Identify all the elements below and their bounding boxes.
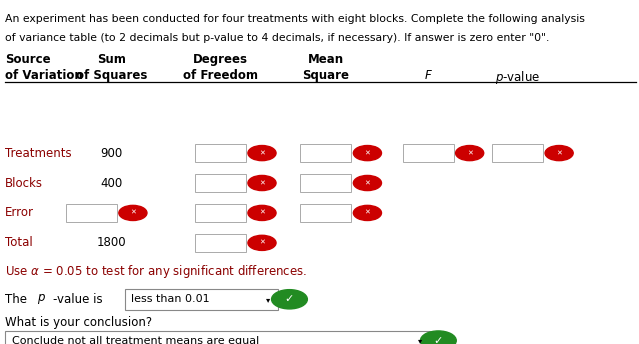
FancyBboxPatch shape	[492, 144, 543, 162]
FancyBboxPatch shape	[195, 144, 246, 162]
Text: $\mathit{p}$-value: $\mathit{p}$-value	[495, 69, 540, 86]
Circle shape	[353, 205, 381, 221]
FancyBboxPatch shape	[195, 174, 246, 192]
Text: Conclude not all treatment means are equal: Conclude not all treatment means are equ…	[12, 335, 259, 344]
Text: Mean: Mean	[308, 53, 344, 66]
Circle shape	[248, 146, 276, 161]
FancyBboxPatch shape	[195, 204, 246, 222]
Circle shape	[353, 175, 381, 191]
Text: Use $\alpha$ = 0.05 to test for any significant differences.: Use $\alpha$ = 0.05 to test for any sign…	[5, 263, 307, 280]
FancyBboxPatch shape	[300, 144, 351, 162]
Text: of Variation: of Variation	[5, 69, 83, 82]
Text: Error: Error	[5, 206, 34, 219]
Text: ✕: ✕	[466, 150, 473, 156]
Text: Treatments: Treatments	[5, 147, 72, 160]
Circle shape	[456, 146, 484, 161]
Text: Degrees: Degrees	[193, 53, 248, 66]
Text: 900: 900	[101, 147, 123, 160]
Text: ✕: ✕	[364, 210, 371, 216]
FancyBboxPatch shape	[300, 174, 351, 192]
Text: An experiment has been conducted for four treatments with eight blocks. Complete: An experiment has been conducted for fou…	[5, 14, 585, 24]
Text: ✓: ✓	[434, 335, 443, 344]
Circle shape	[248, 175, 276, 191]
Text: 1800: 1800	[97, 236, 127, 249]
Text: Total: Total	[5, 236, 33, 249]
Circle shape	[272, 290, 307, 309]
FancyBboxPatch shape	[5, 331, 430, 344]
Text: Blocks: Blocks	[5, 176, 43, 190]
Circle shape	[353, 146, 381, 161]
Text: less than 0.01: less than 0.01	[131, 294, 210, 304]
Text: ✓: ✓	[285, 294, 294, 304]
FancyBboxPatch shape	[125, 289, 278, 310]
FancyBboxPatch shape	[403, 144, 454, 162]
Text: ▾: ▾	[266, 295, 270, 304]
Text: of Freedom: of Freedom	[183, 69, 258, 82]
Circle shape	[248, 235, 276, 250]
Text: What is your conclusion?: What is your conclusion?	[5, 316, 152, 329]
Text: The: The	[5, 293, 31, 306]
Text: $\mathit{p}$: $\mathit{p}$	[37, 292, 46, 306]
Text: ✕: ✕	[364, 150, 371, 156]
Text: ▾: ▾	[419, 336, 422, 344]
FancyBboxPatch shape	[195, 234, 246, 252]
Circle shape	[545, 146, 573, 161]
Text: of variance table (to 2 decimals but p-value to 4 decimals, if necessary). If an: of variance table (to 2 decimals but p-v…	[5, 33, 550, 43]
Text: Square: Square	[302, 69, 350, 82]
Text: of Squares: of Squares	[76, 69, 148, 82]
Text: -value is: -value is	[53, 293, 103, 306]
Text: 400: 400	[101, 176, 123, 190]
Text: ✕: ✕	[259, 150, 265, 156]
Text: Sum: Sum	[97, 53, 127, 66]
Circle shape	[119, 205, 147, 221]
Text: $\mathit{F}$: $\mathit{F}$	[424, 69, 433, 82]
Text: Source: Source	[5, 53, 50, 66]
Circle shape	[420, 331, 456, 344]
Text: ✕: ✕	[259, 240, 265, 246]
FancyBboxPatch shape	[300, 204, 351, 222]
FancyBboxPatch shape	[66, 204, 117, 222]
Text: ✕: ✕	[259, 180, 265, 186]
Text: ✕: ✕	[364, 180, 371, 186]
Text: ✕: ✕	[556, 150, 562, 156]
Text: ✕: ✕	[259, 210, 265, 216]
Text: ✕: ✕	[130, 210, 136, 216]
Circle shape	[248, 205, 276, 221]
